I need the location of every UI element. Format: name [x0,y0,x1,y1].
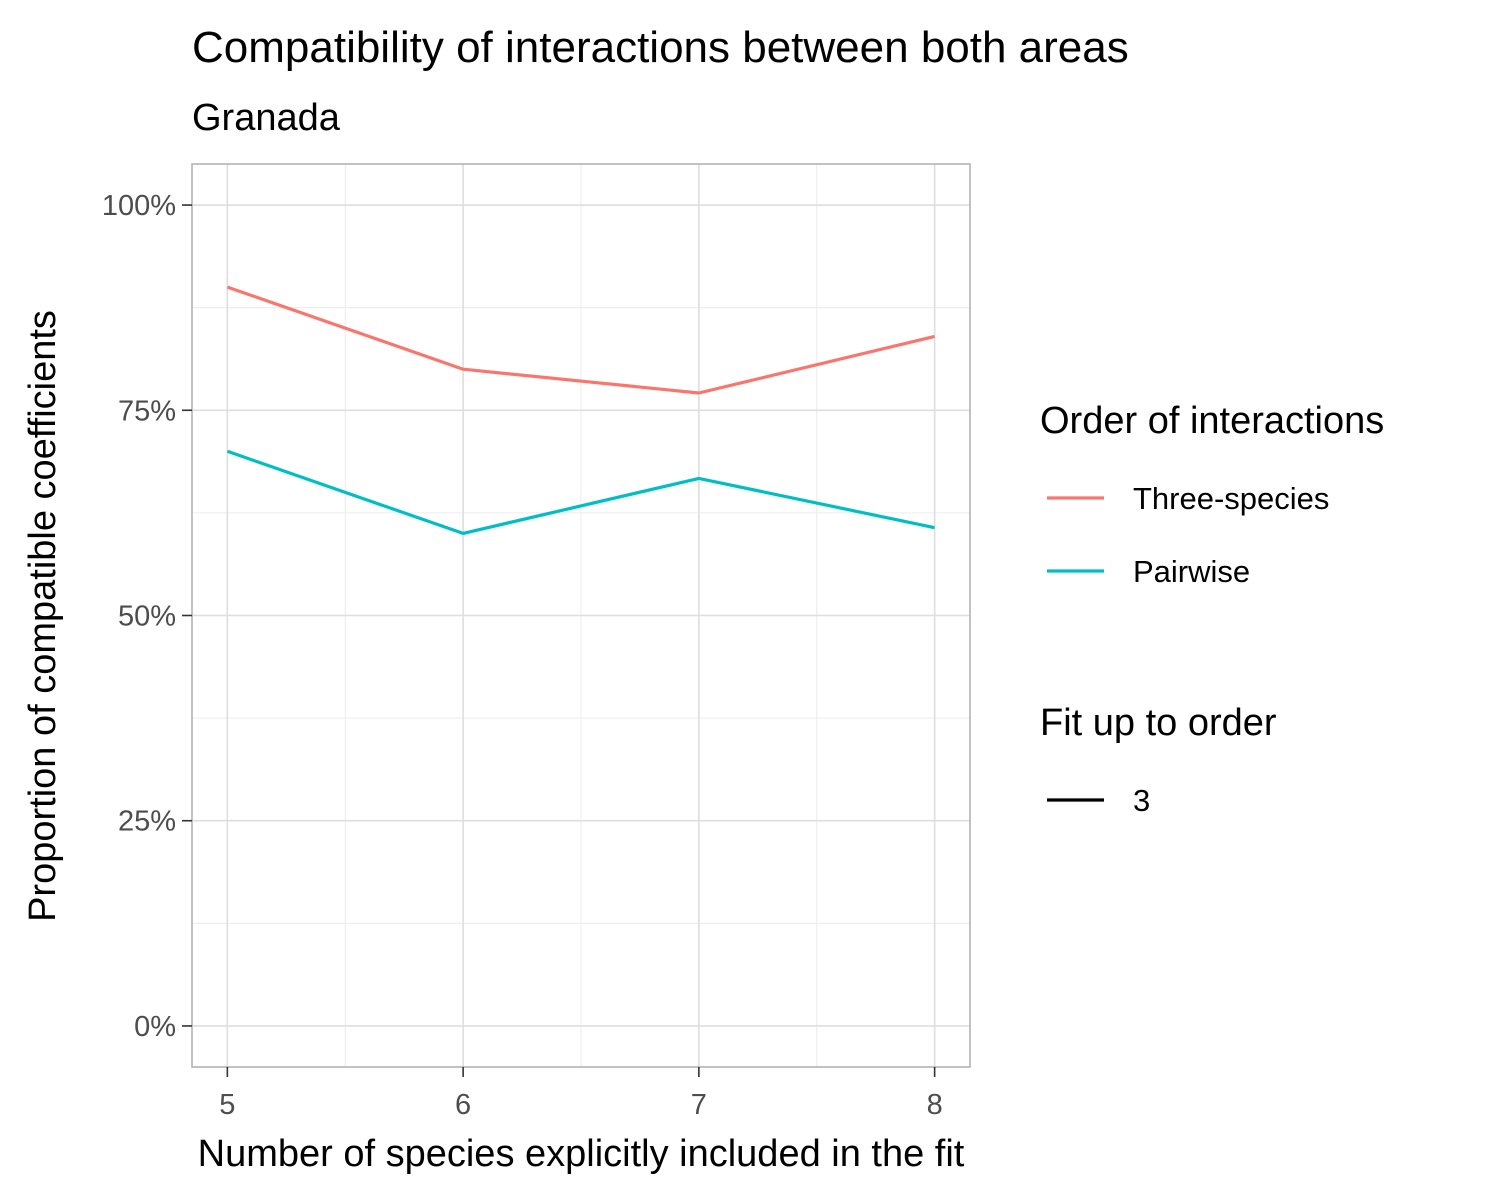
series-layer [226,285,935,536]
x-tick-label: 8 [927,1089,943,1121]
chart-title: Compatibility of interactions between bo… [192,23,1129,72]
chart-subtitle: Granada [192,97,341,139]
legend-fit-up-to-order: Fit up to order 3 [1040,702,1277,818]
legend-title-fit: Fit up to order [1040,702,1277,744]
y-tick-label: 100% [102,190,176,222]
series-line-three-species [226,285,935,395]
x-tick-label: 6 [455,1089,471,1121]
y-tick-label: 75% [118,395,176,427]
legend-order-of-interactions: Order of interactions Three-species Pair… [1040,400,1384,589]
legend-label-three-species: Three-species [1133,481,1329,516]
y-tick-label: 50% [118,601,176,633]
legend-label-pairwise: Pairwise [1133,554,1250,589]
x-tick-label: 7 [691,1089,707,1121]
y-tick-label: 25% [118,806,176,838]
grid [192,164,970,1067]
series-line-pairwise [226,449,935,536]
x-tick-label: 5 [219,1089,235,1121]
axis-ticks: 0% 25% 50% 75% 100% 5 6 7 8 [102,190,943,1121]
legend-title-order: Order of interactions [1040,400,1384,442]
y-tick-label: 0% [134,1011,176,1043]
y-axis-title: Proportion of compatible coefficients [22,310,64,922]
legend-label-order-3: 3 [1133,783,1150,818]
x-axis-title: Number of species explicitly included in… [198,1133,965,1175]
